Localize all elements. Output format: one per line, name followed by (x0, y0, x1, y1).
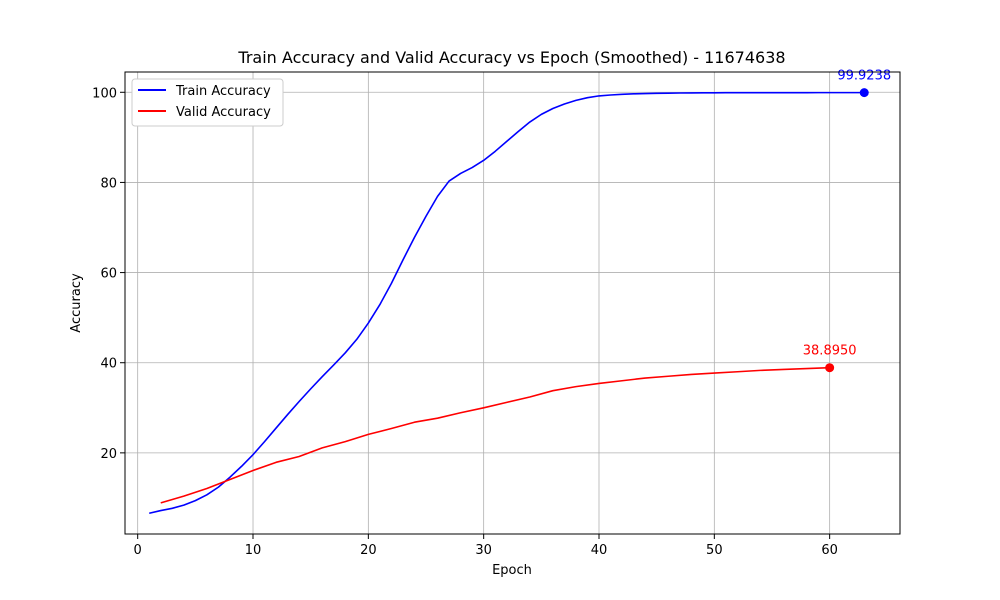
y-tick-label: 100 (92, 86, 117, 101)
x-tick-label: 0 (134, 543, 142, 558)
x-tick-label: 40 (591, 543, 608, 558)
series-lines: 99.9238 38.8950 (149, 69, 891, 515)
y-tick-label: 60 (100, 267, 117, 282)
end-point-marker-train (859, 88, 869, 98)
plot-frame (124, 71, 901, 535)
legend-label-train: Train Accuracy (175, 84, 271, 99)
end-value-label-train: 99.9238 (837, 69, 891, 84)
legend-label-valid: Valid Accuracy (176, 105, 271, 120)
y-axis-label: Accuracy (69, 273, 84, 333)
legend: Train Accuracy Valid Accuracy (131, 78, 284, 127)
axis-ticks: 0 10 20 30 40 50 60 20 40 60 80 100 (92, 86, 838, 558)
x-axis-label: Epoch (492, 563, 532, 578)
series-line-train (149, 91, 865, 515)
end-value-label-valid: 38.8950 (803, 344, 857, 359)
y-tick-label: 40 (100, 357, 117, 372)
y-tick-label: 80 (100, 176, 117, 191)
legend-box (131, 78, 284, 127)
y-tick-label: 20 (100, 447, 117, 462)
x-tick-label: 30 (475, 543, 492, 558)
x-tick-label: 50 (706, 543, 723, 558)
chart-title: Train Accuracy and Valid Accuracy vs Epo… (237, 48, 785, 67)
x-tick-label: 60 (821, 543, 838, 558)
series-line-valid (160, 366, 830, 504)
end-point-marker-valid (825, 363, 835, 373)
x-tick-label: 10 (245, 543, 262, 558)
x-tick-label: 20 (360, 543, 377, 558)
